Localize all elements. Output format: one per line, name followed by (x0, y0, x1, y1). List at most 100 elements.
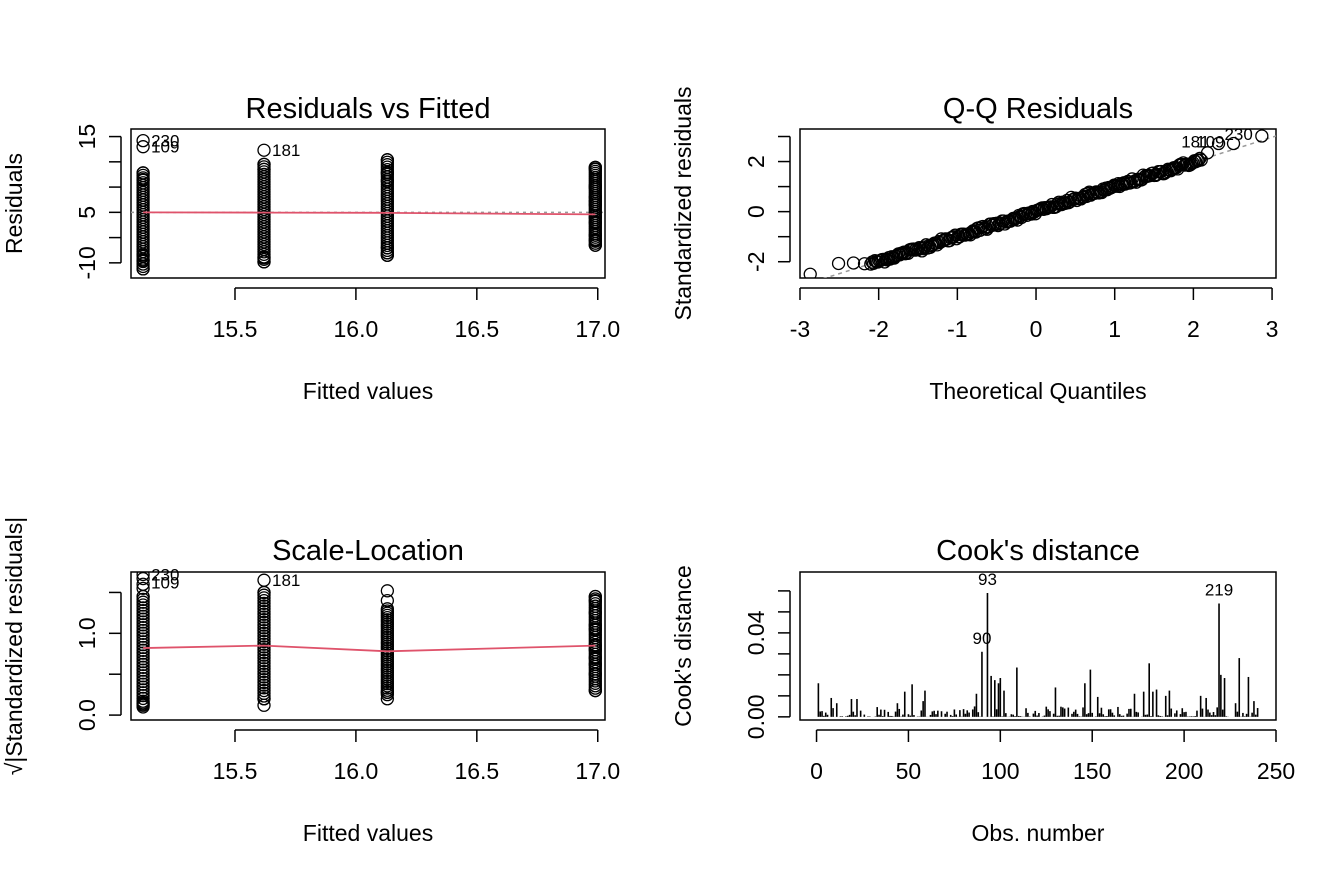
data-point (136, 248, 150, 262)
x-tick-label: 16.0 (334, 316, 379, 342)
plot-area (136, 572, 602, 714)
data-point (380, 602, 394, 616)
data-point (257, 162, 271, 177)
data-point (136, 698, 150, 712)
point-label: 109 (151, 574, 179, 593)
x-axis-label: Obs. number (972, 820, 1105, 846)
x-tick-label: 0 (810, 758, 823, 784)
data-point (588, 618, 602, 632)
y-tick-label: 5 (74, 206, 100, 219)
plot-area (817, 592, 1259, 717)
plot-frame (130, 128, 606, 279)
data-point (136, 133, 150, 148)
data-point (857, 257, 872, 271)
data-point (588, 651, 602, 665)
x-tick-label: 17.0 (575, 758, 620, 784)
data-point (257, 255, 271, 269)
data-point (588, 643, 602, 657)
x-axis-label: Theoretical Quantiles (929, 378, 1146, 404)
x-tick-label: 250 (1257, 758, 1295, 784)
panel-cooks-distance: Cook's distance Obs. number Cook's distanc… (670, 535, 1295, 846)
y-axis-label: Residuals (1, 153, 27, 254)
panel-scale-location: Scale-Location Fitted values √|Standardize… (1, 517, 620, 846)
y-tick-label: 1.0 (74, 617, 100, 649)
data-point (136, 166, 150, 180)
y-tick-label: -2 (743, 251, 769, 271)
x-tick-label: 16.0 (334, 758, 379, 784)
data-point (257, 143, 271, 157)
x-tick-label: -3 (790, 316, 810, 342)
point-label: 230 (1224, 125, 1252, 144)
data-point (380, 174, 394, 188)
data-point (380, 584, 394, 598)
data-point (588, 238, 602, 252)
x-tick-label: 17.0 (575, 316, 620, 342)
y-tick-label: 0.04 (743, 610, 769, 655)
data-point (257, 251, 271, 265)
chart-title: Residuals vs Fitted (246, 93, 491, 125)
data-point (588, 657, 602, 672)
x-axis-label: Fitted values (303, 378, 433, 404)
data-point (831, 256, 846, 271)
chart-title: Cook's distance (936, 535, 1140, 567)
point-label: 93 (978, 570, 997, 589)
data-point (136, 172, 150, 187)
smooth-line (143, 644, 596, 653)
x-tick-label: 16.5 (454, 758, 499, 784)
y-tick-label: -10 (74, 246, 100, 279)
point-label: 219 (1205, 580, 1233, 599)
x-tick-label: 150 (1073, 758, 1111, 784)
x-tick-label: 0 (1030, 316, 1043, 342)
point-label: 230 (151, 565, 179, 584)
data-point (136, 253, 150, 267)
data-point (380, 692, 394, 706)
data-point (136, 572, 150, 582)
plot-area (131, 133, 605, 276)
y-tick-label: 0.0 (74, 699, 100, 731)
y-tick-label: 0 (743, 205, 769, 218)
point-label: 181 (272, 141, 300, 160)
plot-frame (130, 571, 606, 721)
x-axis-label: Fitted values (303, 820, 433, 846)
plot-frame (799, 571, 1277, 721)
data-point (380, 153, 394, 167)
data-point (588, 622, 602, 636)
data-point (1053, 196, 1067, 211)
data-point (136, 140, 150, 154)
plot-frame (799, 128, 1277, 279)
data-point (380, 685, 394, 699)
chart-title: Scale-Location (272, 535, 464, 567)
data-point (1052, 195, 1066, 209)
x-tick-label: 100 (981, 758, 1019, 784)
x-tick-label: 50 (896, 758, 922, 784)
y-tick-label: 0.00 (743, 694, 769, 739)
panel-residuals-vs-fitted: Residuals vs Fitted Fitted values Residual… (1, 93, 620, 404)
data-point (588, 589, 602, 604)
x-tick-label: 15.5 (213, 758, 258, 784)
data-point (257, 157, 271, 172)
point-label: 230 (151, 132, 179, 151)
smooth-line (143, 211, 596, 216)
data-point (588, 162, 602, 176)
y-tick-label: 15 (74, 124, 100, 150)
data-point (380, 593, 394, 608)
y-tick-label: 2 (743, 155, 769, 168)
x-tick-label: 2 (1187, 316, 1200, 342)
data-point (803, 267, 817, 278)
data-point (257, 698, 271, 712)
data-point (1200, 146, 1215, 160)
y-axis-label: √|Standardized residuals| (1, 517, 27, 776)
data-point (588, 683, 602, 698)
x-tick-label: -2 (868, 316, 888, 342)
data-point (136, 572, 150, 586)
data-point (257, 692, 271, 706)
data-point (588, 190, 602, 204)
y-axis-label: Cook's distance (670, 565, 696, 727)
point-label: 181 (1181, 133, 1209, 152)
x-tick-label: 16.5 (454, 316, 499, 342)
data-point (588, 180, 602, 195)
data-point (257, 585, 271, 600)
x-tick-label: 15.5 (213, 316, 258, 342)
panel-qq-residuals: Q-Q Residuals Theoretical Quantiles Standa… (670, 87, 1278, 404)
